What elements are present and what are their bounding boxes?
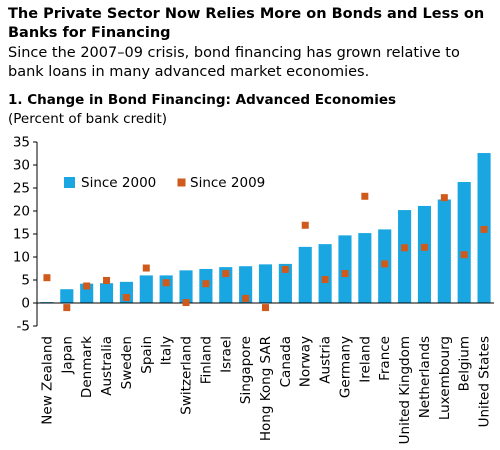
x-tick-label: Switzerland [179,336,195,415]
x-tick-label: Israel [218,336,234,373]
x-tick-label: Sweden [119,336,135,389]
marker-since-2009 [262,304,269,312]
bar-since-2000 [99,283,114,303]
bar-since-2000 [338,235,352,303]
x-tick-label: Netherlands [417,336,433,418]
marker-since-2009 [182,299,190,307]
x-tick-label: Italy [159,336,175,365]
x-tick-label: France [377,336,393,381]
x-tick-label: Ireland [357,336,373,383]
marker-since-2009 [301,221,309,229]
marker-since-2009 [381,260,389,268]
marker-since-2009 [242,294,250,302]
bar-since-2000 [298,246,312,303]
y-tick-label: 0 [21,296,30,312]
bar-since-2000 [437,199,451,303]
marker-since-2009 [103,276,111,284]
marker-since-2009 [420,243,428,251]
marker-since-2009 [401,244,409,252]
bar-since-2000 [139,275,153,303]
y-tick-label: 10 [13,250,30,266]
y-tick-label: 20 [13,204,30,220]
x-tick-label: Singapore [238,336,254,404]
x-tick-label: United States [477,336,493,427]
x-tick-label: Belgium [457,336,473,391]
bar-since-2000 [457,182,471,303]
marker-since-2009 [341,270,349,278]
marker-since-2009 [222,270,230,278]
legend-label-since-2000: Since 2000 [81,175,156,191]
marker-since-2009 [122,293,130,301]
x-tick-label: New Zealand [39,336,55,425]
page-subtitle: Since the 2007–09 crisis, bond financing… [8,45,460,80]
marker-since-2009 [63,304,71,312]
marker-since-2009 [460,251,468,259]
marker-since-2009 [440,194,448,202]
marker-since-2009 [480,225,488,233]
marker-since-2009 [162,279,170,287]
x-tick-label: Norway [298,336,314,387]
bar-since-2000 [417,205,432,303]
chart-units: (Percent of bank credit) [8,111,168,127]
bar-since-2000 [398,210,412,303]
legend-swatch-since-2000 [64,177,75,188]
bar-since-2000 [60,289,74,303]
x-tick-label: Australia [99,336,115,396]
bar-since-2000 [258,264,273,303]
x-tick-label: Hong Kong SAR [258,336,274,441]
marker-since-2009 [281,265,289,273]
marker-since-2009 [202,280,210,288]
legend-label-since-2009: Since 2009 [190,175,265,191]
x-tick-label: United Kingdom [397,336,413,444]
bar-since-2000 [278,263,292,303]
x-tick-label: Canada [278,336,294,387]
y-tick-label: 30 [13,158,30,174]
marker-since-2009 [321,276,329,284]
bar-since-2000 [239,266,253,303]
y-tick-label: 25 [13,181,30,197]
marker-since-2009 [83,282,91,290]
x-tick-label: Spain [139,336,155,374]
y-tick-label: 35 [13,135,30,151]
marker-since-2009 [43,274,51,282]
marker-since-2009 [361,192,369,200]
y-tick-label: 15 [13,227,30,243]
x-tick-label: Luxembourg [437,336,453,420]
bar-since-2000 [318,244,332,303]
x-tick-label: Denmark [79,336,95,398]
x-tick-label: Finland [198,336,214,384]
marker-since-2009 [142,264,150,272]
bar-since-2000 [358,233,372,303]
chart-title: 1. Change in Bond Financing: Advanced Ec… [8,92,397,108]
y-tick-label: -5 [17,319,30,335]
bar-since-2000 [179,270,193,303]
y-tick-label: 5 [21,273,30,289]
page-title: The Private Sector Now Relies More on Bo… [8,6,485,41]
legend-swatch-since-2009 [177,178,186,187]
x-tick-label: Japan [59,336,75,375]
x-tick-label: Germany [337,336,353,398]
x-tick-label: Austria [318,336,334,384]
